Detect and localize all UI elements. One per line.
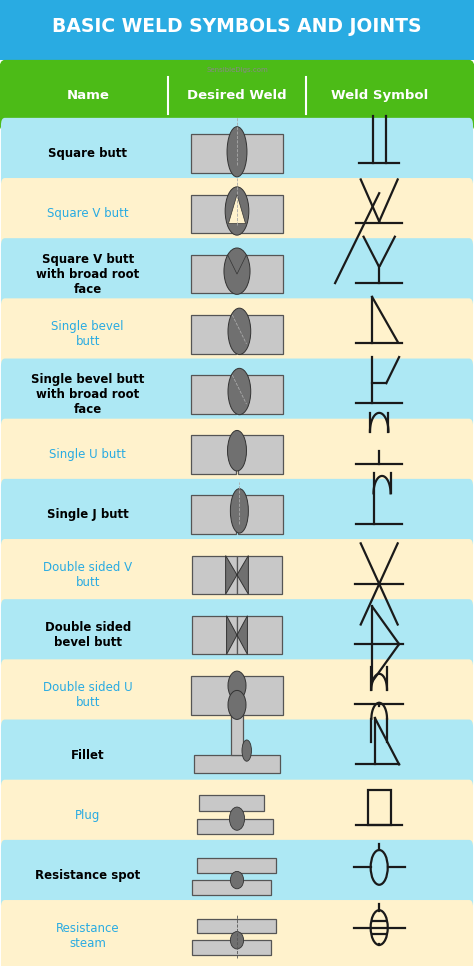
- Bar: [231, 709, 243, 755]
- Bar: [191, 436, 236, 474]
- Text: SensibleDigs.com: SensibleDigs.com: [206, 67, 268, 72]
- Text: Double sided V
butt: Double sided V butt: [43, 561, 132, 589]
- Ellipse shape: [225, 186, 249, 235]
- Bar: [238, 134, 283, 173]
- Bar: [238, 375, 283, 413]
- Text: Fillet: Fillet: [71, 749, 104, 762]
- Bar: [191, 194, 236, 233]
- Polygon shape: [227, 615, 247, 654]
- FancyBboxPatch shape: [1, 479, 473, 551]
- Bar: [238, 496, 283, 534]
- FancyBboxPatch shape: [1, 178, 473, 250]
- Ellipse shape: [228, 431, 246, 471]
- Text: Square V butt
with broad root
face: Square V butt with broad root face: [36, 252, 139, 296]
- Bar: [238, 194, 283, 233]
- Ellipse shape: [230, 871, 244, 889]
- Ellipse shape: [242, 740, 251, 761]
- Bar: [191, 134, 236, 173]
- Bar: [192, 940, 271, 954]
- FancyBboxPatch shape: [1, 599, 473, 671]
- Text: Square V butt: Square V butt: [47, 208, 128, 220]
- Text: Name: Name: [66, 89, 109, 102]
- Text: Weld Symbol: Weld Symbol: [330, 89, 428, 102]
- FancyBboxPatch shape: [1, 358, 473, 430]
- Bar: [197, 919, 276, 933]
- Bar: [0, 0, 474, 60]
- Bar: [192, 615, 237, 654]
- Bar: [197, 818, 273, 834]
- FancyBboxPatch shape: [1, 118, 473, 189]
- Text: Single bevel
butt: Single bevel butt: [52, 321, 124, 348]
- Ellipse shape: [228, 671, 246, 700]
- Text: Double sided U
butt: Double sided U butt: [43, 681, 133, 709]
- Text: BASIC WELD SYMBOLS AND JOINTS: BASIC WELD SYMBOLS AND JOINTS: [52, 17, 422, 37]
- Bar: [238, 255, 283, 294]
- FancyBboxPatch shape: [1, 660, 473, 731]
- Ellipse shape: [230, 489, 248, 533]
- Ellipse shape: [228, 368, 251, 414]
- FancyBboxPatch shape: [1, 839, 473, 912]
- Bar: [237, 555, 282, 594]
- Text: Double sided
bevel butt: Double sided bevel butt: [45, 621, 131, 649]
- Ellipse shape: [224, 248, 250, 295]
- Bar: [368, 790, 391, 825]
- Bar: [238, 436, 283, 474]
- Bar: [194, 755, 280, 773]
- FancyBboxPatch shape: [1, 298, 473, 370]
- Text: Single J butt: Single J butt: [47, 508, 128, 522]
- FancyBboxPatch shape: [1, 720, 473, 791]
- Bar: [237, 676, 283, 715]
- Ellipse shape: [229, 807, 245, 830]
- FancyBboxPatch shape: [0, 60, 474, 131]
- FancyBboxPatch shape: [1, 780, 473, 851]
- Bar: [191, 676, 237, 715]
- Text: Single U butt: Single U butt: [49, 448, 126, 461]
- Bar: [192, 555, 237, 594]
- Ellipse shape: [227, 127, 247, 177]
- Bar: [191, 375, 236, 413]
- Bar: [238, 315, 283, 354]
- Text: Desired Weld: Desired Weld: [187, 89, 287, 102]
- Bar: [191, 255, 236, 294]
- Bar: [192, 880, 271, 895]
- Text: Single bevel butt
with broad root
face: Single bevel butt with broad root face: [31, 373, 145, 416]
- Text: Plug: Plug: [75, 810, 100, 822]
- FancyBboxPatch shape: [1, 239, 473, 310]
- FancyBboxPatch shape: [1, 418, 473, 491]
- FancyBboxPatch shape: [1, 539, 473, 611]
- Text: Resistance spot: Resistance spot: [35, 869, 140, 882]
- Polygon shape: [228, 194, 246, 223]
- Text: Resistance
steam: Resistance steam: [56, 922, 119, 950]
- Ellipse shape: [228, 691, 246, 720]
- Ellipse shape: [230, 931, 244, 949]
- Bar: [199, 795, 264, 810]
- Bar: [191, 496, 236, 534]
- Bar: [191, 315, 236, 354]
- Bar: [237, 615, 282, 654]
- FancyBboxPatch shape: [1, 900, 473, 966]
- Bar: [197, 859, 276, 873]
- Polygon shape: [226, 555, 248, 594]
- Text: Square butt: Square butt: [48, 147, 127, 160]
- Ellipse shape: [228, 308, 251, 355]
